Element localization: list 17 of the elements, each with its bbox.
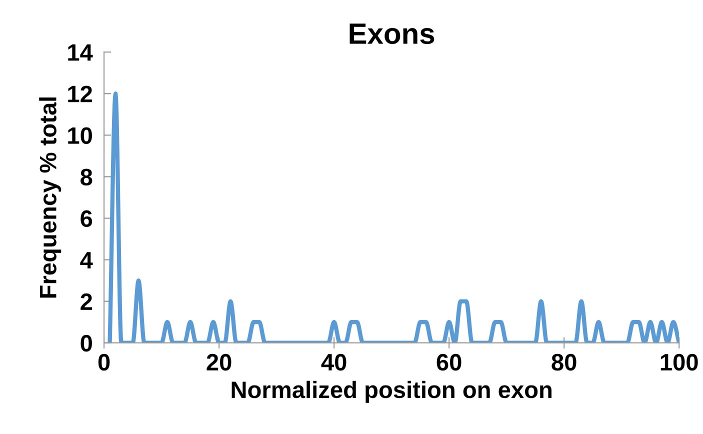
x-tick-label: 100 xyxy=(660,354,698,371)
y-tick-label: 0 xyxy=(80,334,92,352)
y-tick-label: 6 xyxy=(80,210,92,228)
y-tick-label: 14 xyxy=(68,44,93,61)
y-tick-label: 2 xyxy=(80,293,92,310)
x-tick-label: 40 xyxy=(321,354,346,371)
y-tick-label: 12 xyxy=(68,86,92,102)
x-tick-label: 60 xyxy=(436,354,462,371)
y-tick-label: 10 xyxy=(68,127,92,144)
y-axis-title: Frequency % total xyxy=(39,97,62,298)
x-tick-label: 20 xyxy=(206,354,232,371)
y-tick-label: 8 xyxy=(80,168,92,186)
x-tick-label: 0 xyxy=(98,354,110,371)
x-tick-label: 80 xyxy=(552,354,576,371)
y-tick-label: 4 xyxy=(80,252,93,268)
chart-title: Exons xyxy=(350,24,434,44)
x-axis-title: Normalized position on exon xyxy=(232,380,552,403)
